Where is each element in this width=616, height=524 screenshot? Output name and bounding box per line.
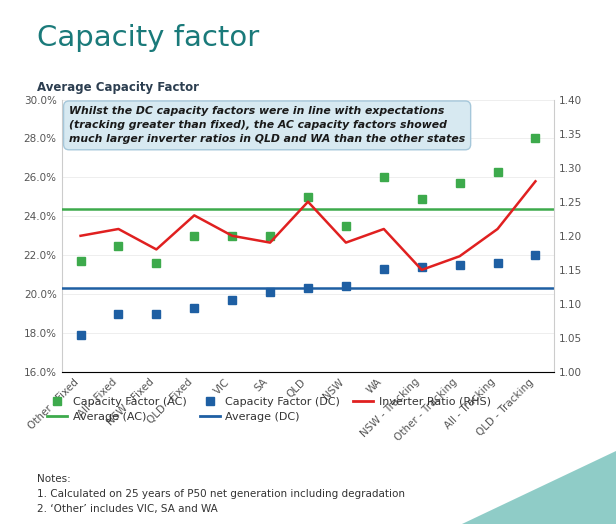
Legend: Capacity Factor (AC), Average (AC), Capacity Factor (DC), Average (DC), Inverter: Capacity Factor (AC), Average (AC), Capa… <box>43 392 495 427</box>
Text: Average Capacity Factor: Average Capacity Factor <box>37 81 199 94</box>
Text: Whilst the DC capacity factors were in line with expectations
(tracking greater : Whilst the DC capacity factors were in l… <box>69 106 465 145</box>
Text: Notes:
1. Calculated on 25 years of P50 net generation including degradation
2. : Notes: 1. Calculated on 25 years of P50 … <box>37 474 405 514</box>
Polygon shape <box>462 451 616 524</box>
Text: Capacity factor: Capacity factor <box>37 24 259 51</box>
